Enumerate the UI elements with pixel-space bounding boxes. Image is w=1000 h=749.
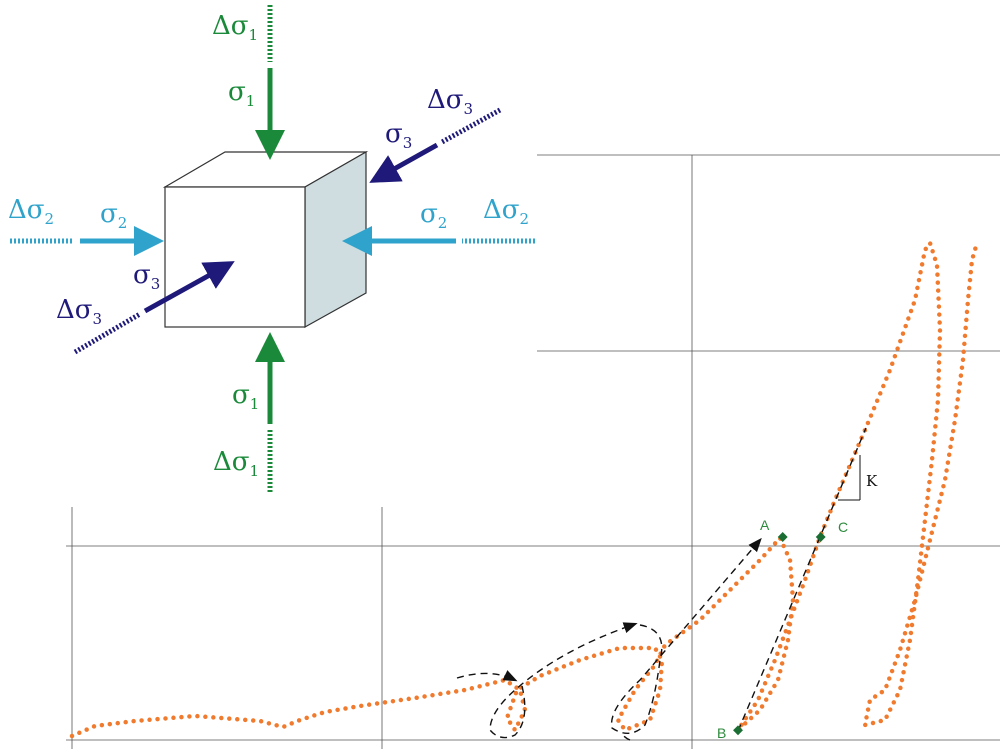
label-base: σ bbox=[232, 380, 250, 410]
label-subscript: 3 bbox=[151, 275, 161, 293]
label-subscript: 3 bbox=[464, 100, 474, 118]
label-subscript: 2 bbox=[118, 214, 128, 232]
point-label: C bbox=[838, 519, 848, 535]
stress-label: Δσ1 bbox=[213, 447, 259, 480]
stress-label: σ3 bbox=[133, 260, 160, 293]
label-subscript: 1 bbox=[246, 92, 256, 110]
label-subscript: 2 bbox=[520, 210, 530, 228]
measured-points bbox=[69, 240, 980, 739]
label-subscript: 2 bbox=[45, 210, 55, 228]
stress-label: σ1 bbox=[228, 77, 255, 110]
label-subscript: 1 bbox=[249, 26, 259, 44]
label-base: Δσ bbox=[56, 295, 93, 325]
stress-label: σ3 bbox=[385, 119, 412, 152]
stress-label: σ1 bbox=[232, 380, 259, 413]
stress-label: Δσ2 bbox=[483, 195, 529, 228]
label-subscript: 3 bbox=[403, 134, 413, 152]
path-arrows bbox=[456, 427, 867, 741]
label-base: σ bbox=[133, 260, 151, 290]
label-subscript: 3 bbox=[93, 310, 103, 328]
label-base: Δσ bbox=[427, 85, 464, 115]
label-subscript: 1 bbox=[250, 462, 260, 480]
slope-label: K bbox=[866, 472, 878, 490]
cube bbox=[162, 150, 369, 329]
stress-label: σ2 bbox=[100, 199, 127, 232]
label-base: Δσ bbox=[212, 11, 249, 41]
stress-label: Δσ3 bbox=[56, 295, 102, 328]
stress-label: Δσ3 bbox=[427, 85, 473, 118]
label-base: Δσ bbox=[483, 195, 520, 225]
point-label: B bbox=[717, 725, 726, 741]
stress-label: Δσ1 bbox=[212, 11, 258, 44]
grid bbox=[66, 154, 1000, 749]
label-subscript: 1 bbox=[250, 395, 260, 413]
label-subscript: 2 bbox=[438, 214, 448, 232]
slope-triangle bbox=[838, 455, 861, 501]
stress-label: σ2 bbox=[420, 199, 447, 232]
stress-label: Δσ2 bbox=[8, 195, 54, 228]
label-base: σ bbox=[100, 199, 118, 229]
label-base: σ bbox=[385, 119, 403, 149]
label-base: Δσ bbox=[8, 195, 45, 225]
label-base: σ bbox=[228, 77, 246, 107]
label-base: σ bbox=[420, 199, 438, 229]
key-points bbox=[733, 532, 826, 736]
label-base: Δσ bbox=[213, 447, 250, 477]
stress-arrows bbox=[10, 5, 535, 492]
point-label: A bbox=[760, 517, 770, 533]
